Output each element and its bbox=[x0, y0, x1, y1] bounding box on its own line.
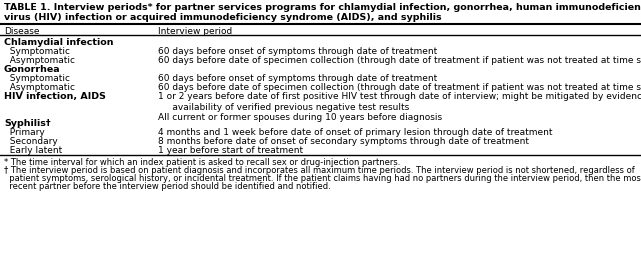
Text: 8 months before date of onset of secondary symptoms through date of treatment: 8 months before date of onset of seconda… bbox=[158, 136, 529, 146]
Text: Asymptomatic: Asymptomatic bbox=[4, 83, 75, 92]
Text: Asymptomatic: Asymptomatic bbox=[4, 56, 75, 65]
Text: recent partner before the interview period should be identified and notified.: recent partner before the interview peri… bbox=[4, 181, 331, 190]
Text: Disease: Disease bbox=[4, 27, 40, 36]
Text: Gonorrhea: Gonorrhea bbox=[4, 65, 61, 74]
Text: Secondary: Secondary bbox=[4, 136, 58, 146]
Text: 60 days before onset of symptoms through date of treatment: 60 days before onset of symptoms through… bbox=[158, 47, 437, 56]
Text: 60 days before date of specimen collection (through date of treatment if patient: 60 days before date of specimen collecti… bbox=[158, 83, 641, 92]
Text: Syphilis†: Syphilis† bbox=[4, 119, 51, 128]
Text: Symptomatic: Symptomatic bbox=[4, 47, 70, 56]
Text: 60 days before date of specimen collection (through date of treatment if patient: 60 days before date of specimen collecti… bbox=[158, 56, 641, 65]
Text: † The interview period is based on patient diagnosis and incorporates all maximu: † The interview period is based on patie… bbox=[4, 165, 635, 174]
Text: Primary: Primary bbox=[4, 128, 45, 136]
Text: Chlamydial infection: Chlamydial infection bbox=[4, 38, 113, 47]
Text: virus (HIV) infection or acquired immunodeficiency syndrome (AIDS), and syphilis: virus (HIV) infection or acquired immuno… bbox=[4, 13, 442, 22]
Text: Early latent: Early latent bbox=[4, 146, 62, 154]
Text: 60 days before onset of symptoms through date of treatment: 60 days before onset of symptoms through… bbox=[158, 74, 437, 83]
Text: 4 months and 1 week before date of onset of primary lesion through date of treat: 4 months and 1 week before date of onset… bbox=[158, 128, 553, 136]
Text: HIV infection, AIDS: HIV infection, AIDS bbox=[4, 92, 106, 101]
Text: 1 or 2 years before date of first positive HIV test through date of interview; m: 1 or 2 years before date of first positi… bbox=[158, 92, 641, 122]
Text: * The time interval for which an index patient is asked to recall sex or drug-in: * The time interval for which an index p… bbox=[4, 157, 401, 166]
Text: Interview period: Interview period bbox=[158, 27, 232, 36]
Text: Symptomatic: Symptomatic bbox=[4, 74, 70, 83]
Text: patient symptoms, serological history, or incidental treatment. If the patient c: patient symptoms, serological history, o… bbox=[4, 173, 641, 182]
Text: TABLE 1. Interview periods* for partner services programs for chlamydial infecti: TABLE 1. Interview periods* for partner … bbox=[4, 3, 641, 12]
Text: 1 year before start of treatment: 1 year before start of treatment bbox=[158, 146, 303, 154]
